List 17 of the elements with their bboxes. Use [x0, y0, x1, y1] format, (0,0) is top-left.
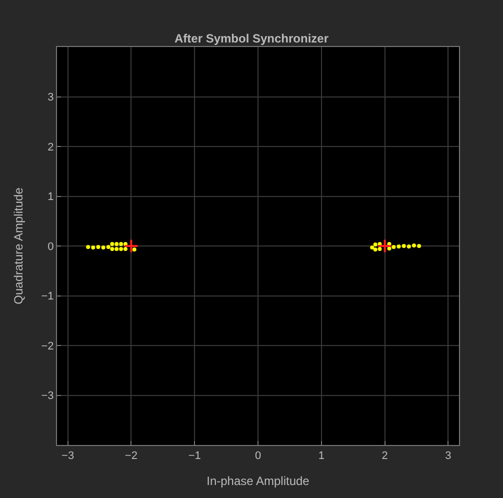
chart-title: After Symbol Synchronizer [174, 31, 329, 46]
x-axis-title: In-phase Amplitude [206, 474, 310, 488]
y-tick-label: −3 [41, 390, 54, 402]
x-tick-label: −3 [62, 450, 74, 462]
x-tick-label: 1 [318, 450, 324, 462]
x-tick-label: 2 [382, 450, 388, 462]
x-tick-label: 3 [445, 450, 452, 462]
x-tick-label: 0 [254, 450, 262, 462]
y-tick-label: −1 [41, 290, 54, 303]
y-tick-label: 1 [48, 191, 54, 204]
x-tick-label: −1 [188, 450, 201, 462]
y-tick-label: 2 [48, 141, 54, 154]
x-tick-label: −2 [124, 450, 138, 462]
y-axis-title: Quadrature Amplitude [12, 187, 26, 304]
y-tick-label: 0 [48, 240, 54, 253]
y-tick-label: −2 [41, 340, 54, 352]
y-tick-label: 3 [48, 92, 54, 104]
